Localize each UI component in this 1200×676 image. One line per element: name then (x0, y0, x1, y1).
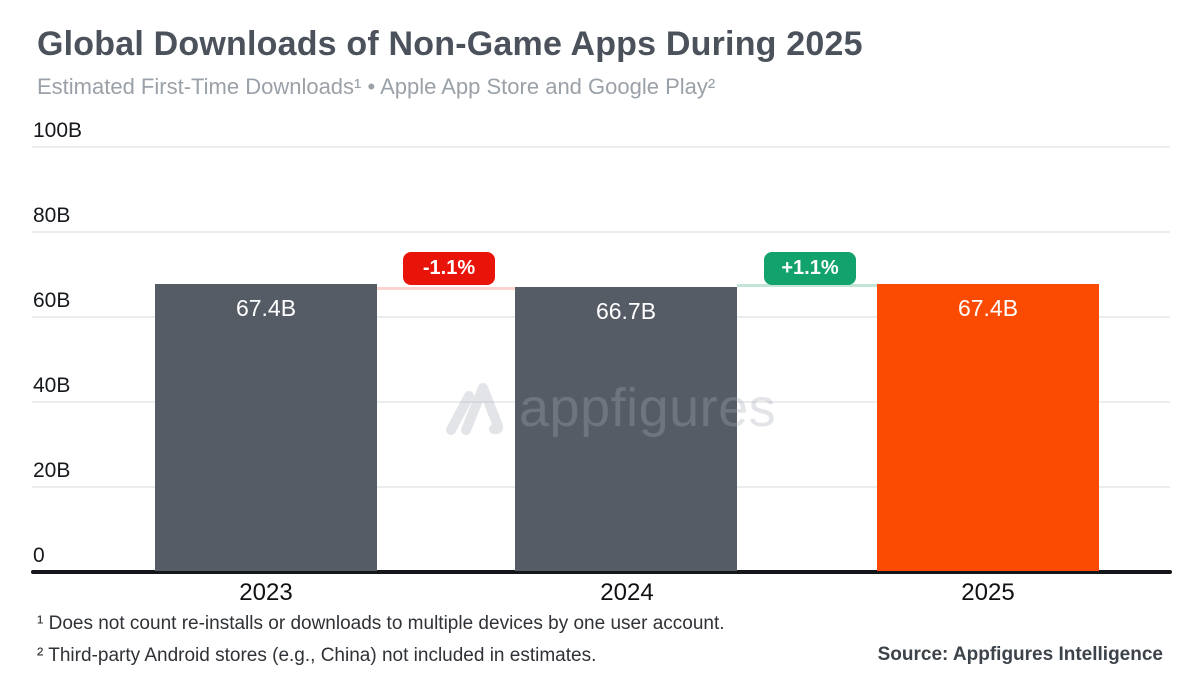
bar-value-label-2025: 67.4B (957, 295, 1019, 321)
x-tick-2024: 2024 (600, 579, 654, 606)
footnote-1: ¹ Does not count re-installs or download… (37, 613, 725, 634)
change-connector-2024-2025 (737, 284, 877, 287)
chart-subtitle: Estimated First-Time Downloads¹ • Apple … (37, 74, 716, 99)
appfigures-logo-icon (446, 383, 504, 435)
y-tick-40b: 40B (33, 374, 71, 397)
y-tick-100b: 100B (33, 119, 83, 142)
gridline-100b (32, 146, 1170, 148)
source-credit: Source: Appfigures Intelligence (877, 644, 1163, 665)
change-connector-2023-2024 (377, 287, 515, 290)
x-tick-2025: 2025 (961, 579, 1015, 606)
change-badge-negative: -1.1% (403, 252, 495, 285)
y-tick-20b: 20B (33, 459, 71, 482)
bar-value-label-2024: 66.7B (595, 298, 657, 324)
chart-title: Global Downloads of Non-Game Apps During… (37, 25, 863, 63)
footnote-2: ² Third-party Android stores (e.g., Chin… (37, 645, 597, 666)
y-tick-0: 0 (33, 544, 45, 567)
x-tick-2023: 2023 (239, 579, 293, 606)
y-tick-60b: 60B (33, 289, 71, 312)
change-badge-positive: +1.1% (764, 252, 856, 285)
bar-2024: 66.7B (515, 287, 737, 571)
bar-value-label-2023: 67.4B (235, 295, 297, 321)
gridline-80b (32, 231, 1170, 233)
bar-2023: 67.4B (155, 284, 377, 571)
bar-2025: 67.4B (877, 284, 1099, 571)
x-axis-baseline (31, 570, 1172, 574)
y-tick-80b: 80B (33, 204, 71, 227)
